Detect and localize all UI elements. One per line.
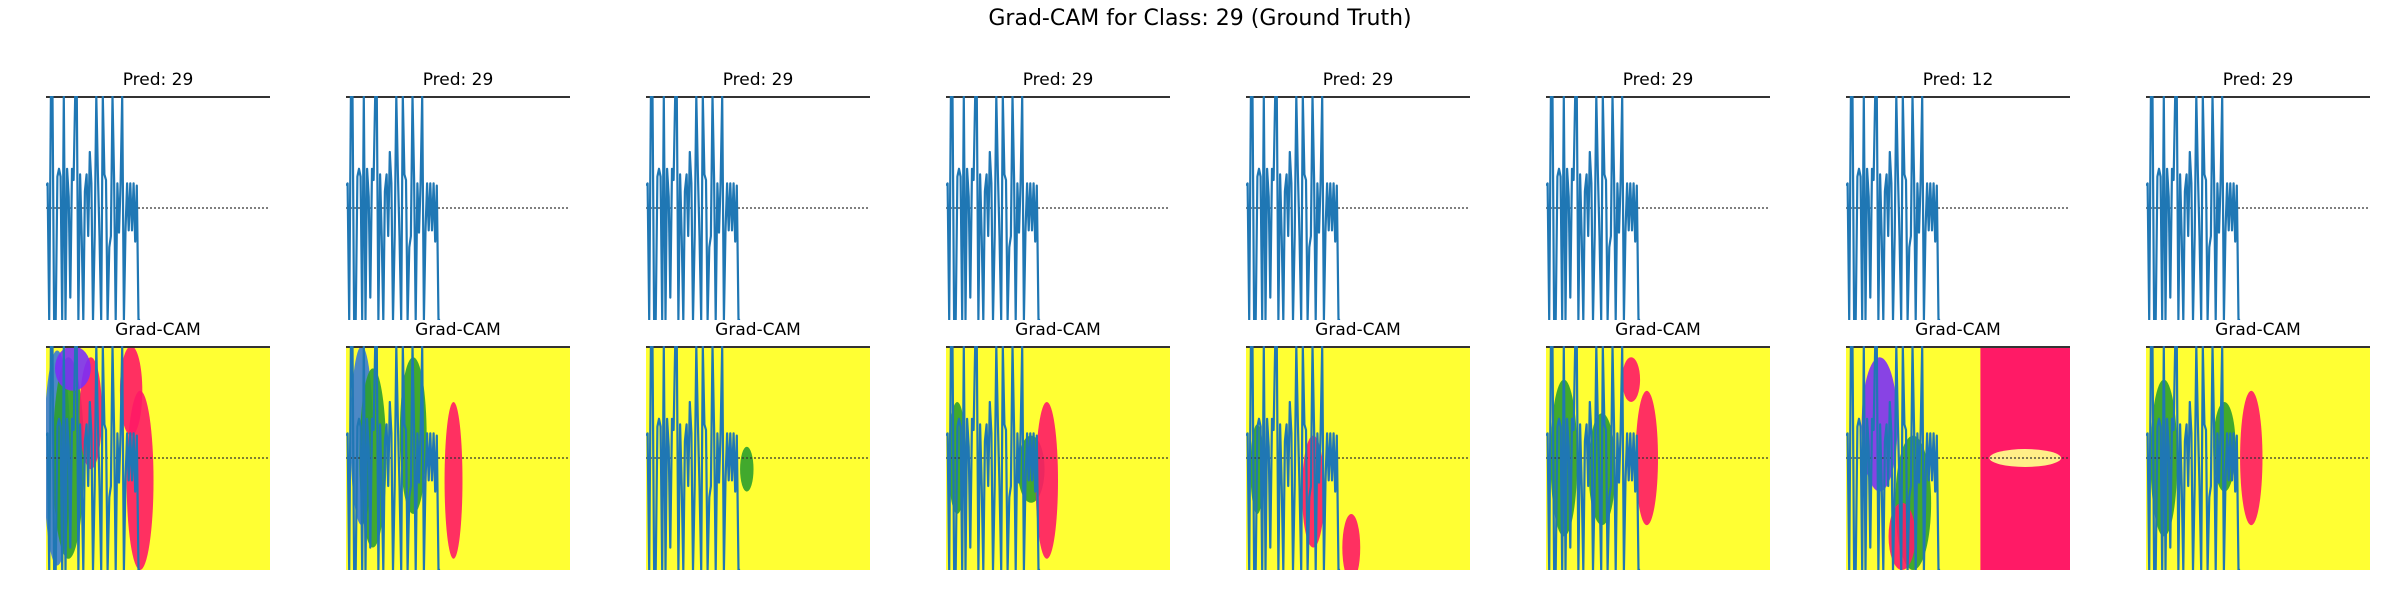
signal-plot bbox=[1546, 96, 1770, 320]
signal-line bbox=[1846, 96, 1941, 320]
signal-line bbox=[1546, 346, 1641, 570]
pred-title: Pred: 29 bbox=[2222, 70, 2294, 90]
signal-plot bbox=[946, 96, 1170, 320]
gradcam-plot bbox=[1846, 346, 2070, 570]
heatmap-blob bbox=[126, 390, 154, 570]
gradcam-title: Grad-CAM bbox=[2215, 320, 2301, 340]
signal-line bbox=[1246, 96, 1341, 320]
signal-line bbox=[2146, 346, 2241, 570]
heatmap-blob bbox=[1622, 357, 1641, 402]
gradcam-plot bbox=[1546, 346, 1770, 570]
signal-plot bbox=[1846, 96, 2070, 320]
signal-line bbox=[2146, 96, 2241, 320]
signal-line bbox=[1846, 346, 1941, 570]
gradcam-title: Grad-CAM bbox=[1915, 320, 2001, 340]
signal-line bbox=[946, 96, 1041, 320]
gradcam-plot bbox=[1246, 346, 1470, 570]
gradcam-title: Grad-CAM bbox=[1315, 320, 1401, 340]
gradcam-plot bbox=[646, 346, 870, 570]
gradcam-title: Grad-CAM bbox=[1015, 320, 1101, 340]
pred-title: Pred: 29 bbox=[1022, 70, 1094, 90]
pred-title: Pred: 12 bbox=[1922, 70, 1994, 90]
heatmap-blob bbox=[740, 446, 754, 492]
signal-line bbox=[46, 346, 141, 570]
signal-line bbox=[346, 96, 441, 320]
signal-line bbox=[346, 346, 441, 570]
gradcam-plot bbox=[946, 346, 1170, 570]
pred-title: Pred: 29 bbox=[722, 70, 794, 90]
signal-line bbox=[646, 96, 741, 320]
signal-line bbox=[1246, 346, 1341, 570]
gradcam-title: Grad-CAM bbox=[1615, 320, 1701, 340]
pred-title: Pred: 29 bbox=[422, 70, 494, 90]
gradcam-plot bbox=[346, 346, 570, 570]
signal-plot bbox=[346, 96, 570, 320]
figure-title: Grad-CAM for Class: 29 (Ground Truth) bbox=[988, 6, 1412, 31]
heatmap-blob bbox=[1342, 514, 1361, 570]
pred-title: Pred: 29 bbox=[1322, 70, 1394, 90]
pred-title: Pred: 29 bbox=[122, 70, 194, 90]
gradcam-title: Grad-CAM bbox=[115, 320, 201, 340]
pred-title: Pred: 29 bbox=[1622, 70, 1694, 90]
signal-plot bbox=[1246, 96, 1470, 320]
heatmap-blob bbox=[54, 346, 91, 391]
signal-line bbox=[646, 346, 741, 570]
gradcam-plot bbox=[46, 346, 270, 570]
gradcam-title: Grad-CAM bbox=[415, 320, 501, 340]
signal-line bbox=[46, 96, 141, 320]
gradcam-plot bbox=[2146, 346, 2370, 570]
signal-line bbox=[946, 346, 1041, 570]
signal-plot bbox=[646, 96, 870, 320]
heatmap-blob bbox=[444, 402, 463, 559]
signal-plot bbox=[2146, 96, 2370, 320]
heatmap-blob bbox=[1035, 402, 1058, 559]
heatmap-cool-band bbox=[1989, 449, 2062, 467]
signal-plot bbox=[46, 96, 270, 320]
gradcam-title: Grad-CAM bbox=[715, 320, 801, 340]
signal-line bbox=[1546, 96, 1641, 320]
